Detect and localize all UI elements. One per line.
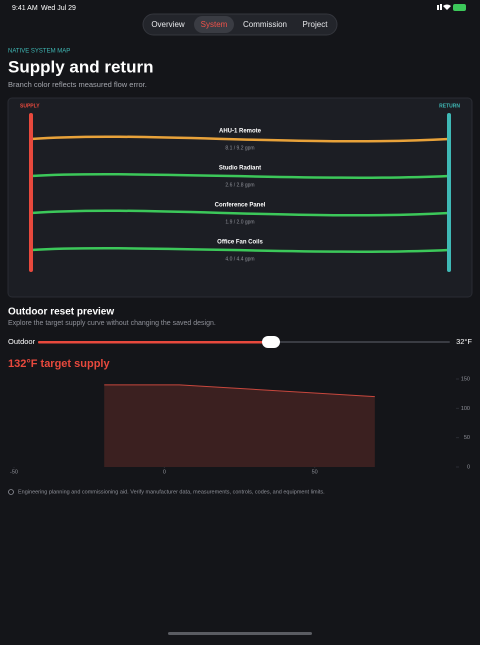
branch-flow: 8.1 / 9.2 gpm xyxy=(225,145,254,151)
tab-highlight xyxy=(194,16,234,33)
branch-flow: 2.6 / 2.8 gpm xyxy=(225,182,254,188)
return-label: RETURN xyxy=(439,103,460,109)
status-time: 9:41 AM xyxy=(12,5,38,12)
branch-pipe xyxy=(30,247,450,253)
y-tick-label: 0 xyxy=(467,464,470,470)
tab-label: Overview xyxy=(151,20,185,29)
tab-label: System xyxy=(201,20,228,29)
y-tick-label: 100 xyxy=(461,406,470,412)
x-tick-label: -50 xyxy=(10,469,18,475)
x-tick-label: 50 xyxy=(312,469,318,475)
supply-header xyxy=(29,113,33,272)
info-icon xyxy=(8,489,14,495)
area-line xyxy=(104,384,375,398)
status-icons xyxy=(437,4,466,11)
branch-flow: 1.9 / 2.0 gpm xyxy=(225,219,254,225)
return-header xyxy=(447,113,451,272)
home-indicator xyxy=(168,632,312,635)
tab[interactable]: Overview xyxy=(151,20,185,29)
x-tick-label: 0 xyxy=(163,469,166,475)
branch-pipe xyxy=(30,135,450,143)
section-description: Explore the target supply curve without … xyxy=(8,320,216,327)
target-supply: 132°F target supply xyxy=(8,358,110,370)
footer-note: Engineering planning and commissioning a… xyxy=(18,489,325,495)
branch-name: Studio Radiant xyxy=(219,166,261,172)
branch-pipe xyxy=(30,209,450,217)
y-tick-label: 50 xyxy=(464,435,470,441)
supply-label: SUPPLY xyxy=(20,103,40,109)
tab-label: Commission xyxy=(243,20,287,29)
y-tick-label: 150 xyxy=(461,376,470,382)
branch-flow: 4.0 / 4.4 gpm xyxy=(225,256,254,262)
eyebrow: NATIVE SYSTEM MAP xyxy=(8,49,70,55)
page-title: Supply and return xyxy=(8,57,153,76)
area-fill xyxy=(104,384,375,467)
tab[interactable]: Commission xyxy=(243,20,287,29)
section-title: Outdoor reset preview xyxy=(8,307,114,318)
branch-name: Conference Panel xyxy=(215,203,266,209)
tab-bar xyxy=(142,13,338,36)
subtitle: Branch color reflects measured flow erro… xyxy=(8,80,147,89)
branch-pipe xyxy=(30,173,450,179)
slider-value: 32°F xyxy=(456,337,472,346)
status-date: Wed Jul 29 xyxy=(41,5,76,12)
tab-label: Project xyxy=(303,20,329,29)
slider[interactable] xyxy=(38,336,450,348)
slider-label: Outdoor xyxy=(8,337,36,346)
tab[interactable]: System xyxy=(194,16,234,33)
branch-name: Office Fan Coils xyxy=(217,240,263,246)
tab[interactable]: Project xyxy=(303,20,329,29)
branch-name: AHU-1 Remote xyxy=(219,129,262,135)
